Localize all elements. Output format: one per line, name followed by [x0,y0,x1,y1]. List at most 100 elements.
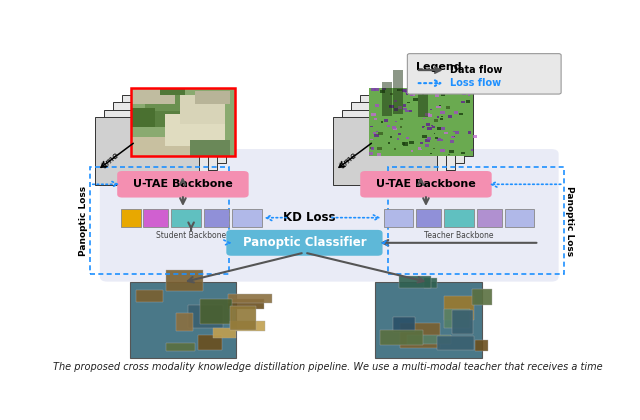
Bar [188,305,223,328]
Bar [377,153,381,156]
Bar [475,339,488,352]
FancyBboxPatch shape [408,54,561,94]
Bar [400,323,440,348]
Bar [444,296,474,320]
Bar [129,282,236,358]
Bar [468,94,470,96]
Text: The proposed cross modality knowledge distillation pipeline. We use a multi-moda: The proposed cross modality knowledge di… [53,362,603,372]
Bar [431,125,433,126]
Bar [131,88,175,105]
Bar [422,135,428,139]
Bar [442,88,446,90]
Bar [444,209,474,227]
Bar [190,140,230,156]
Bar [461,152,465,154]
Bar [113,102,217,171]
Bar [435,94,439,97]
Bar [369,152,372,155]
Bar [437,127,441,130]
Bar [402,142,405,144]
Bar [435,137,438,139]
Bar [230,321,265,331]
Bar [435,118,436,120]
Bar [398,133,401,135]
Bar [200,299,232,324]
Bar [451,140,454,143]
Bar [143,209,168,227]
Bar [371,113,376,116]
Bar [430,109,432,110]
Bar [441,116,443,118]
Bar [104,110,208,178]
Bar [433,148,435,149]
Text: U-TAE Backbone: U-TAE Backbone [376,179,476,189]
Bar [410,93,413,96]
FancyBboxPatch shape [100,149,559,282]
Bar [385,119,388,122]
Text: Panoptic Loss: Panoptic Loss [79,186,88,256]
Bar [437,116,439,118]
Bar [427,137,431,140]
Bar [360,95,464,163]
Bar [394,100,397,102]
Bar [180,94,225,124]
Bar [399,126,402,128]
Bar [394,318,415,332]
Bar [408,102,410,103]
Bar [397,106,402,109]
Text: Teacher Backbone: Teacher Backbone [424,231,493,240]
Bar [375,282,482,358]
Text: KD Loss: KD Loss [283,211,335,224]
Bar [444,310,470,328]
Bar [453,131,455,132]
Bar [454,111,458,114]
Bar [380,330,422,346]
Text: Panoptic Loss: Panoptic Loss [565,186,574,256]
Bar [383,209,413,227]
Bar [369,88,473,156]
Bar [131,88,235,156]
Bar [403,108,407,110]
Bar [394,148,396,150]
Bar [172,209,201,227]
Bar [389,105,394,108]
Bar [467,88,472,91]
Bar [390,136,392,137]
Bar [418,88,428,117]
Bar [230,306,256,331]
Bar [95,117,199,185]
Bar [504,209,534,227]
Bar [448,116,452,118]
Bar [232,209,262,227]
Bar [388,142,390,144]
Bar [388,168,564,274]
Bar [402,89,407,92]
Bar [441,127,445,130]
Text: U-TAE Backbone: U-TAE Backbone [133,179,233,189]
Bar [131,137,195,156]
Bar [471,150,474,151]
Bar [446,106,450,109]
Bar [422,126,424,128]
Bar [228,294,271,304]
Text: Data flow: Data flow [449,65,502,75]
Bar [466,100,470,103]
Bar [430,153,432,154]
Bar [461,101,465,103]
Bar [136,290,163,302]
Bar [434,119,438,122]
Bar [455,131,460,134]
Bar [228,299,264,310]
Bar [374,113,376,115]
Bar [433,126,435,128]
Bar [374,88,379,91]
Bar [420,142,423,144]
Bar [400,118,403,120]
Bar [175,313,193,331]
Bar [468,131,471,134]
Bar [436,106,440,108]
Bar [374,104,380,107]
Bar [454,136,456,137]
Bar [472,289,492,305]
Bar [377,147,382,150]
